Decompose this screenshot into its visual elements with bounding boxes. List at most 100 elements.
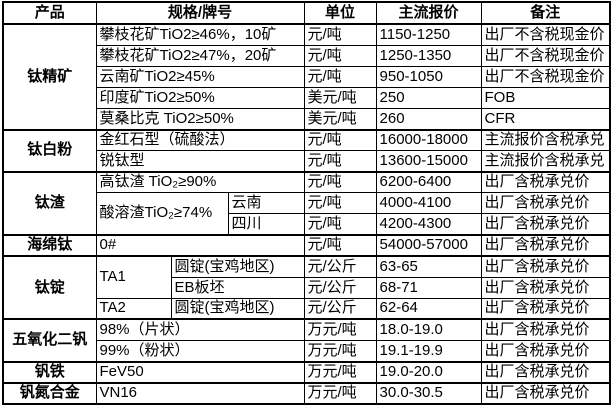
unit-cell: 万元/吨 [303,360,377,384]
price-cell: 19.0-20.0 [375,360,482,384]
form-cell: 圆锭(宝鸡地区) [170,255,305,278]
table-row: 钛渣 高钛渣 TiO₂≥90% 元/吨 6200-6400 出厂含税承兑价 [2,170,611,236]
table-row: 莫桑比克 TiO2≥50% 美元/吨 260 CFR [3,107,611,131]
note-cell: 出厂含税承兑价 [480,360,611,384]
note-cell: 出厂含税承兑价 [480,234,611,257]
table-row: 五氧化二钒 98%（片状） 万元/吨 18.0-19.0 出厂含税承兑价 [2,318,611,363]
price-cell: 260 [375,107,482,131]
note-cell: 出厂含税承兑价 [480,255,611,278]
spec-cell: 0# [95,234,305,257]
note-cell: 出厂不含税现金价 [480,44,611,67]
product-cell-ti-concentrate: 钛精矿 [2,23,97,131]
unit-cell: 元/公斤 [303,276,377,299]
product-cell-ferrovanadium: 钒铁 [2,360,97,384]
note-cell: CFR [480,107,611,131]
unit-cell: 美元/吨 [303,86,377,109]
table-row: 锐钛型 元/吨 13600-15000 主流报价含税承兑 [3,150,611,173]
table-row: 印度矿TiO2≥50% 美元/吨 250 FOB [3,86,611,109]
note-cell: 主流报价含税承兑 [480,150,611,173]
grade-cell: TA2 [95,297,172,320]
price-cell: 18.0-19.0 [375,318,482,342]
unit-cell: 元/公斤 [303,255,377,278]
price-cell: 62-64 [375,297,482,320]
unit-cell: 元/吨 [303,170,377,194]
table-row: 钒铁 FeV50 万元/吨 19.0-20.0 出厂含税承兑价 [2,360,611,384]
header-row: 产品 规格/牌号 单位 主流报价 备注 [2,1,611,26]
col-header-unit: 单位 [303,1,377,26]
product-cell-ti-sponge: 海绵钛 [2,234,97,257]
product-cell-v2o5: 五氧化二钒 [2,318,97,363]
spec-cell: 98%（片状） [95,318,305,342]
price-cell: 4200-4300 [375,213,482,236]
form-cell: 圆锭(宝鸡地区) [170,297,305,320]
spec-cell: FeV50 [95,360,305,384]
col-header-product: 产品 [2,1,97,26]
price-cell: 1250-1350 [375,44,482,67]
spec-cell: VN16 [95,381,305,405]
price-cell: 63-65 [375,255,482,278]
unit-cell: 元/公斤 [303,297,377,320]
unit-cell: 元/吨 [303,65,377,88]
table-row: 99%（粉状） 万元/吨 19.1-19.9 出厂含税承兑价 [3,340,611,363]
spec-cell: 锐钛型 [95,150,305,173]
form-cell: EB板坯 [170,276,305,299]
col-header-spec: 规格/牌号 [95,1,305,26]
note-cell: 出厂含税承兑价 [480,318,611,342]
price-cell: 16000-18000 [375,128,482,152]
note-cell: 出厂含税承兑价 [480,192,611,215]
product-cell-vn-alloy: 钒氮合金 [2,381,97,405]
note-cell: 出厂含税承兑价 [480,297,611,320]
table-row: 攀枝花矿TiO2≥47%，20矿 元/吨 1250-1350 出厂不含税现金价 [3,44,611,67]
unit-cell: 元/吨 [303,23,377,46]
note-cell: 出厂含税承兑价 [480,340,611,363]
price-cell: 4000-4100 [375,192,482,215]
note-cell: 出厂含税承兑价 [480,276,611,299]
note-cell: 出厂含税承兑价 [480,381,611,405]
table-row: 钒氮合金 VN16 万元/吨 30.0-30.5 出厂含税承兑价 [2,381,611,405]
product-cell-ti-ingot: 钛锭 [2,255,97,320]
unit-cell: 元/吨 [303,128,377,152]
region-cell: 云南 [227,192,305,215]
product-cell-ti-slag: 钛渣 [2,170,97,236]
spec-cell: 莫桑比克 TiO2≥50% [95,107,305,131]
col-header-note: 备注 [480,1,611,26]
price-cell: 250 [375,86,482,109]
table-row: 海绵钛 0# 元/吨 54000-57000 出厂含税承兑价 [2,234,611,257]
col-header-price: 主流报价 [375,1,482,26]
table-row: 酸溶渣TiO₂≥74% 云南 元/吨 4000-4100 出厂含税承兑价 [3,192,611,236]
spec-cell: 酸溶渣TiO₂≥74% [95,192,229,236]
unit-cell: 元/吨 [303,192,377,215]
note-cell: 出厂不含税现金价 [480,23,611,46]
note-cell: FOB [480,86,611,109]
spec-cell: 金红石型（硫酸法） [95,128,305,152]
unit-cell: 美元/吨 [303,107,377,131]
price-cell: 6200-6400 [375,170,482,194]
unit-cell: 元/吨 [303,150,377,173]
grade-cell: TA1 [95,255,172,299]
unit-cell: 元/吨 [303,213,377,236]
table-row: TA2 圆锭(宝鸡地区) 元/公斤 62-64 出厂含税承兑价 [3,297,611,320]
spec-cell: 高钛渣 TiO₂≥90% [95,170,305,194]
price-cell: 19.1-19.9 [375,340,482,363]
unit-cell: 万元/吨 [303,318,377,342]
note-cell: 主流报价含税承兑 [480,128,611,152]
price-cell: 30.0-30.5 [375,381,482,405]
note-cell: 出厂含税承兑价 [480,170,611,194]
unit-cell: 万元/吨 [303,340,377,363]
price-cell: 54000-57000 [375,234,482,257]
unit-cell: 元/吨 [303,44,377,67]
table-row: 钛锭 TA1 圆锭(宝鸡地区) 元/公斤 63-65 出厂含税承兑价 [2,255,611,320]
price-cell: 13600-15000 [375,150,482,173]
region-cell: 四川 [227,213,305,236]
spec-cell: 印度矿TiO2≥50% [95,86,305,109]
note-cell: 出厂含税承兑价 [480,213,611,236]
unit-cell: 元/吨 [303,234,377,257]
spec-cell: 攀枝花矿TiO2≥46%，10矿 [95,23,305,46]
unit-cell: 万元/吨 [303,381,377,405]
table-row: 钛白粉 金红石型（硫酸法） 元/吨 16000-18000 主流报价含税承兑 [2,128,611,173]
note-cell: 出厂不含税现金价 [480,65,611,88]
product-cell-ti-dioxide: 钛白粉 [2,128,97,173]
spec-cell: 99%（粉状） [95,340,305,363]
price-cell: 950-1050 [375,65,482,88]
